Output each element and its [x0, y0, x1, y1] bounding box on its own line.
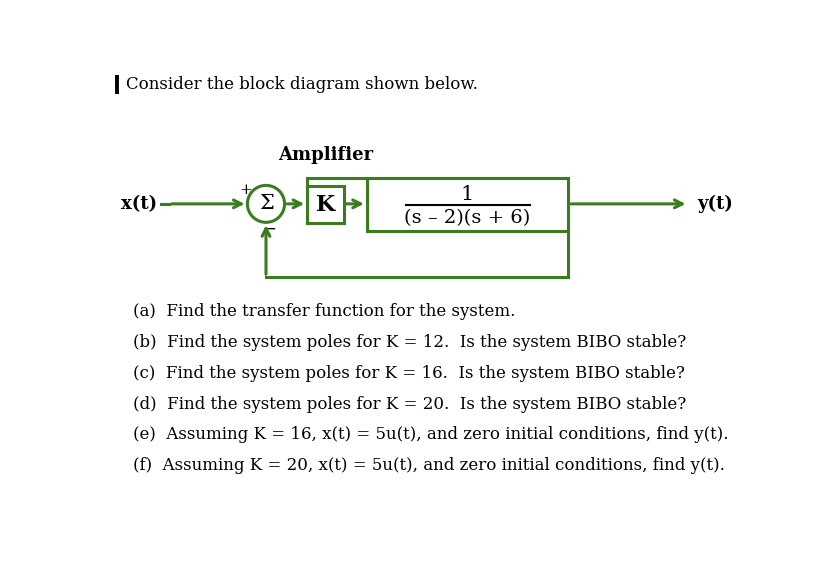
Text: K: K — [316, 194, 335, 215]
Text: (d)  Find the system poles for K = 20.  Is the system BIBO stable?: (d) Find the system poles for K = 20. Is… — [133, 396, 686, 412]
Text: (s – 2)(s + 6): (s – 2)(s + 6) — [405, 209, 530, 227]
Text: (e)  Assuming K = 16, x(t) = 5u(t), and zero initial conditions, find y(t).: (e) Assuming K = 16, x(t) = 5u(t), and z… — [133, 426, 729, 444]
Text: Σ: Σ — [259, 194, 273, 213]
Bar — [307, 186, 344, 223]
Text: x(t): x(t) — [121, 195, 158, 213]
Text: (b)  Find the system poles for K = 12.  Is the system BIBO stable?: (b) Find the system poles for K = 12. Is… — [133, 334, 686, 351]
Text: Consider the block diagram shown below.: Consider the block diagram shown below. — [126, 76, 478, 93]
Text: Amplifier: Amplifier — [278, 146, 373, 164]
Text: +: + — [240, 183, 252, 197]
Text: (a)  Find the transfer function for the system.: (a) Find the transfer function for the s… — [133, 303, 515, 320]
Bar — [367, 179, 568, 231]
Text: 1: 1 — [461, 185, 474, 204]
Text: y(t): y(t) — [698, 195, 733, 213]
Text: (c)  Find the system poles for K = 16.  Is the system BIBO stable?: (c) Find the system poles for K = 16. Is… — [133, 365, 685, 382]
Text: −: − — [262, 221, 276, 238]
Text: (f)  Assuming K = 20, x(t) = 5u(t), and zero initial conditions, find y(t).: (f) Assuming K = 20, x(t) = 5u(t), and z… — [133, 457, 724, 474]
